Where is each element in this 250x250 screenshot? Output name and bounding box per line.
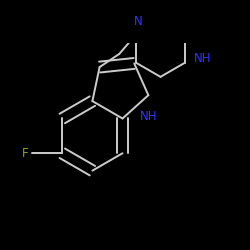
Text: F: F [22,147,29,160]
Text: NH: NH [140,110,157,124]
Text: N: N [134,15,142,28]
Text: NH: NH [194,52,211,65]
